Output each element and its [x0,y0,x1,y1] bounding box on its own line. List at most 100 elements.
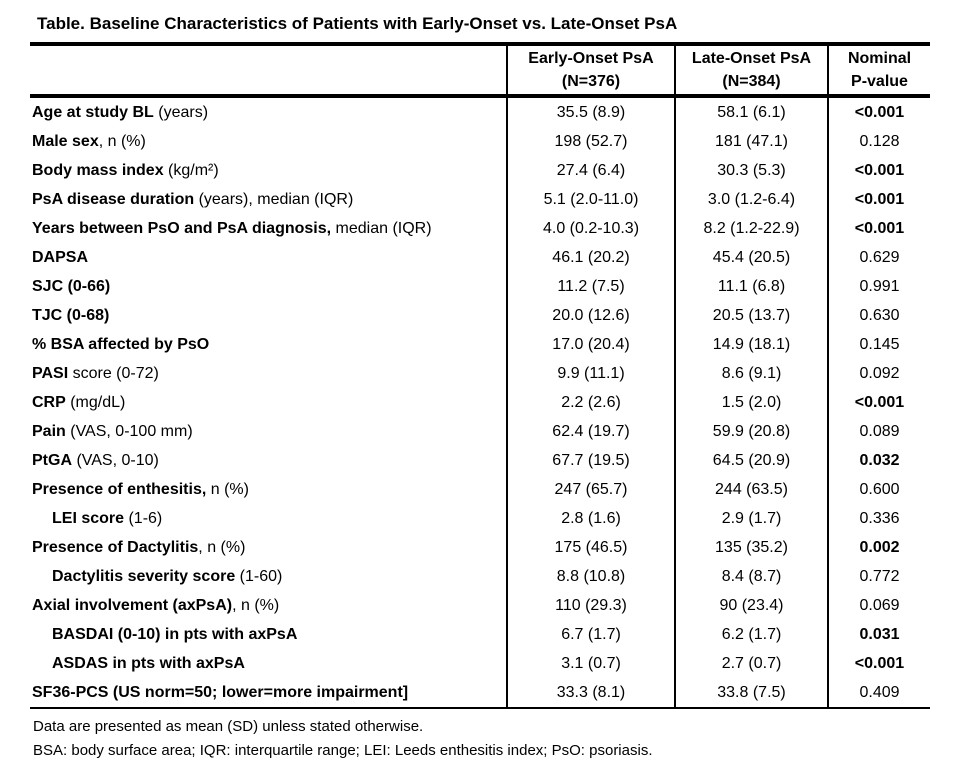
row-label-bold: SF36-PCS (US norm=50; lower=more impairm… [32,684,409,701]
row-label-bold: % BSA affected by PsO [32,336,210,353]
header-late-onset-line2: (N=384) [722,73,781,90]
early-onset-value: 67.7 (19.5) [506,446,675,475]
p-value-cell: 0.032 [827,446,930,475]
table-row: Dactylitis severity score (1-60) 8.8 (10… [30,562,930,591]
p-value-cell: <0.001 [827,388,930,417]
late-onset-value: 135 (35.2) [674,533,828,562]
table-row: % BSA affected by PsO 17.0 (20.4) 14.9 (… [30,330,930,359]
row-label-bold: SJC (0-66) [32,278,111,295]
footnotes: Data are presented as mean (SD) unless s… [33,715,970,763]
early-onset-value: 247 (65.7) [506,475,675,504]
baseline-characteristics-table: Early-Onset PsA (N=376) Late-Onset PsA (… [30,42,930,709]
row-label-bold: DAPSA [32,249,89,266]
row-label: Body mass index (kg/m²) [30,156,507,185]
footnote-abbreviations: BSA: body surface area; IQR: interquarti… [33,742,653,759]
row-label-bold: TJC (0-68) [32,307,110,324]
early-onset-value: 110 (29.3) [506,591,675,620]
row-label-bold: BASDAI (0-10) in pts with axPsA [52,626,298,643]
late-onset-value: 1.5 (2.0) [674,388,828,417]
early-onset-value: 2.2 (2.6) [506,388,675,417]
late-onset-value: 64.5 (20.9) [674,446,828,475]
table-row: CRP (mg/dL) 2.2 (2.6) 1.5 (2.0) <0.001 [30,388,930,417]
late-onset-value: 30.3 (5.3) [674,156,828,185]
header-early-onset: Early-Onset PsA (N=376) [506,44,675,98]
table-title: Table. Baseline Characteristics of Patie… [37,14,678,33]
p-value-cell: <0.001 [827,185,930,214]
early-onset-value: 35.5 (8.9) [506,96,675,127]
row-label-rest: score (0-72) [68,365,159,382]
late-onset-value: 244 (63.5) [674,475,828,504]
table-header: Early-Onset PsA (N=376) Late-Onset PsA (… [30,44,930,98]
early-onset-value: 11.2 (7.5) [506,272,675,301]
p-value-cell: <0.001 [827,156,930,185]
row-label: TJC (0-68) [30,301,507,330]
row-label: Age at study BL (years) [30,96,507,127]
late-onset-value: 3.0 (1.2-6.4) [674,185,828,214]
table-row: BASDAI (0-10) in pts with axPsA 6.7 (1.7… [30,620,930,649]
table-row: DAPSA 46.1 (20.2) 45.4 (20.5) 0.629 [30,243,930,272]
header-early-onset-line2: (N=376) [561,73,621,90]
table-row: SJC (0-66) 11.2 (7.5) 11.1 (6.8) 0.991 [30,272,930,301]
row-label-bold: LEI score [52,510,125,527]
table-row: LEI score (1-6) 2.8 (1.6) 2.9 (1.7) 0.33… [30,504,930,533]
row-label: ASDAS in pts with axPsA [30,649,507,678]
p-value-cell: 0.991 [827,272,930,301]
table-row: Male sex, n (%) 198 (52.7) 181 (47.1) 0.… [30,127,930,156]
row-label: Dactylitis severity score (1-60) [30,562,507,591]
early-onset-value: 175 (46.5) [506,533,675,562]
late-onset-value: 11.1 (6.8) [674,272,828,301]
p-value-cell: 0.128 [827,127,930,156]
row-label: Presence of enthesitis, n (%) [30,475,507,504]
late-onset-value: 2.7 (0.7) [674,649,828,678]
early-onset-value: 2.8 (1.6) [506,504,675,533]
p-value-cell: 0.092 [827,359,930,388]
row-label: Presence of Dactylitis, n (%) [30,533,507,562]
p-value-cell: <0.001 [827,649,930,678]
table-row: SF36-PCS (US norm=50; lower=more impairm… [30,678,930,709]
row-label: BASDAI (0-10) in pts with axPsA [30,620,507,649]
p-value-cell: 0.031 [827,620,930,649]
row-label-rest: (VAS, 0-100 mm) [65,423,193,440]
row-label-rest: (VAS, 0-10) [72,452,159,469]
row-label-bold: ASDAS in pts with axPsA [52,655,245,672]
header-p-value-line2: P-value [851,73,908,90]
early-onset-value: 9.9 (11.1) [506,359,675,388]
late-onset-value: 58.1 (6.1) [674,96,828,127]
row-label: % BSA affected by PsO [30,330,507,359]
row-label-bold: Axial involvement (axPsA) [32,597,233,614]
p-value-cell: <0.001 [827,96,930,127]
table-row: Presence of enthesitis, n (%) 247 (65.7)… [30,475,930,504]
early-onset-value: 4.0 (0.2-10.3) [506,214,675,243]
header-late-onset-line1: Late-Onset PsA [691,50,812,67]
header-late-onset: Late-Onset PsA (N=384) [674,44,828,98]
row-label: LEI score (1-6) [30,504,507,533]
header-row: Early-Onset PsA (N=376) Late-Onset PsA (… [30,44,930,98]
late-onset-value: 6.2 (1.7) [674,620,828,649]
row-label: SJC (0-66) [30,272,507,301]
table-row: Age at study BL (years) 35.5 (8.9) 58.1 … [30,96,930,127]
late-onset-value: 45.4 (20.5) [674,243,828,272]
row-label-bold: Age at study BL [32,104,154,121]
table-row: Axial involvement (axPsA), n (%) 110 (29… [30,591,930,620]
p-value-cell: 0.089 [827,417,930,446]
row-label-bold: Body mass index [32,162,164,179]
row-label: PASI score (0-72) [30,359,507,388]
p-value-cell: 0.772 [827,562,930,591]
table-body: Age at study BL (years) 35.5 (8.9) 58.1 … [30,96,930,709]
p-value-cell: 0.002 [827,533,930,562]
late-onset-value: 14.9 (18.1) [674,330,828,359]
early-onset-value: 198 (52.7) [506,127,675,156]
row-label: SF36-PCS (US norm=50; lower=more impairm… [30,678,507,709]
row-label-bold: Years between PsO and PsA diagnosis, [32,220,332,237]
table-row: Presence of Dactylitis, n (%) 175 (46.5)… [30,533,930,562]
header-p-value-line1: Nominal [847,50,912,67]
row-label-rest: n (%) [206,481,249,498]
early-onset-value: 6.7 (1.7) [506,620,675,649]
early-onset-value: 20.0 (12.6) [506,301,675,330]
early-onset-value: 17.0 (20.4) [506,330,675,359]
header-early-onset-line1: Early-Onset PsA [528,50,654,67]
early-onset-value: 8.8 (10.8) [506,562,675,591]
late-onset-value: 8.4 (8.7) [674,562,828,591]
late-onset-value: 90 (23.4) [674,591,828,620]
p-value-cell: 0.145 [827,330,930,359]
